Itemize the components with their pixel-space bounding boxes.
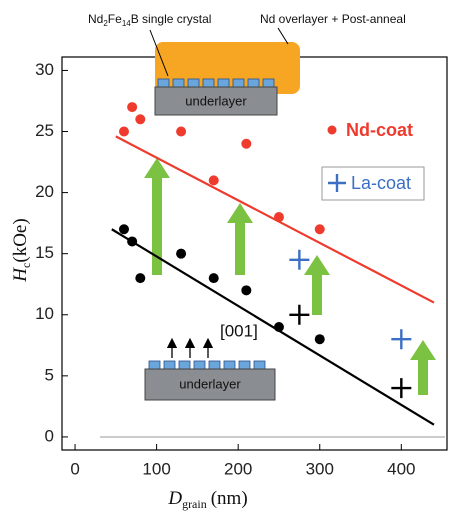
x-tick-label: 0 (70, 459, 79, 478)
point (209, 273, 219, 283)
point (241, 285, 251, 295)
crystal-grains (149, 361, 265, 369)
point (127, 236, 137, 246)
underlayer-label: underlayer (179, 376, 241, 391)
overlayer-label: Nd overlayer + Post-anneal (260, 12, 406, 26)
x-tick-label: 200 (224, 459, 252, 478)
y-tick-label: 15 (35, 243, 54, 262)
direction-arrows (172, 343, 208, 358)
legend-label: La-coat (351, 173, 411, 193)
x-tick-label: 100 (142, 459, 170, 478)
y-tick-label: 30 (35, 60, 54, 79)
y-tick-label: 20 (35, 182, 54, 201)
point (241, 139, 251, 149)
crystal-label: Nd2Fe14B single crystal (88, 12, 211, 28)
point (119, 224, 129, 234)
point (274, 322, 284, 332)
y-axis-label: Hc(kOe) (10, 218, 32, 282)
legend-label: Nd-coat (346, 120, 413, 140)
x-tick-label: 300 (306, 459, 334, 478)
y-tick-label: 5 (45, 365, 54, 384)
plus-point (391, 378, 411, 398)
plus-point (289, 305, 309, 325)
point (315, 334, 325, 344)
direction-label: [001] (220, 321, 258, 340)
page: {"chart_data": {"type": "scatter", "x_la… (0, 0, 453, 514)
plus-point (289, 250, 309, 270)
point (274, 212, 284, 222)
plus-point (391, 329, 411, 349)
y-tick-label: 10 (35, 304, 54, 323)
leader-line (278, 28, 288, 44)
x-tick-label: 400 (387, 459, 415, 478)
point (135, 114, 145, 124)
y-tick-label: 25 (35, 121, 54, 140)
point (176, 127, 186, 137)
x-axis-label: Dgrain(nm) (167, 488, 247, 510)
chart: underlayer Nd2Fe14B single crystal Nd ov… (0, 0, 453, 514)
point (315, 224, 325, 234)
y-tick-label: 0 (45, 426, 54, 445)
underlayer-label: underlayer (185, 93, 247, 108)
point (176, 249, 186, 259)
point (135, 273, 145, 283)
legend-marker (328, 126, 337, 135)
point (209, 175, 219, 185)
point (127, 102, 137, 112)
point (119, 127, 129, 137)
